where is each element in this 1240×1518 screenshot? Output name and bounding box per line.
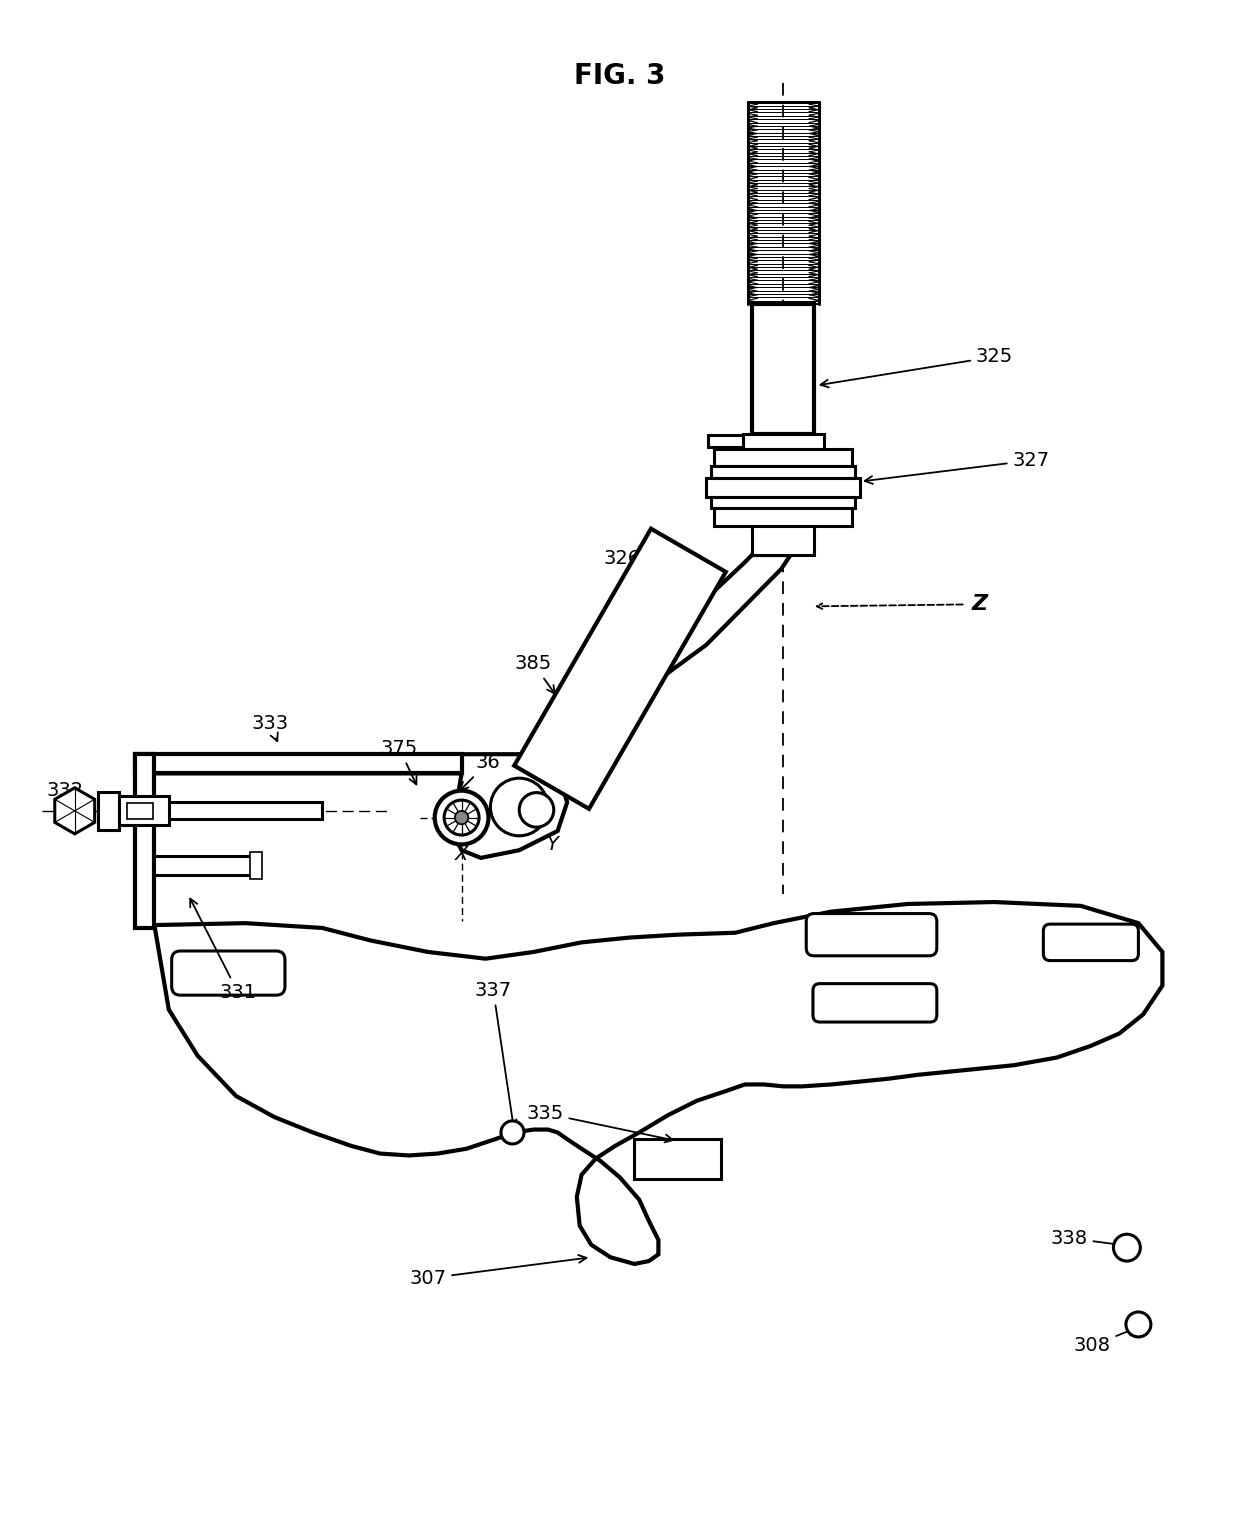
Circle shape [455, 811, 469, 824]
Bar [135, 754, 461, 773]
Text: FIG. 3: FIG. 3 [574, 62, 666, 91]
Bar [712, 466, 856, 478]
FancyBboxPatch shape [1043, 924, 1138, 961]
Text: 326: 326 [604, 550, 687, 578]
Bar [714, 449, 852, 466]
Text: 308: 308 [1074, 1327, 1136, 1356]
Text: 335: 335 [527, 1104, 673, 1143]
Bar [98, 792, 119, 830]
Text: 307: 307 [409, 1255, 587, 1287]
Bar [708, 436, 743, 446]
Text: 337: 337 [475, 981, 516, 1128]
Polygon shape [135, 754, 567, 858]
Text: 375: 375 [381, 739, 418, 785]
Polygon shape [55, 788, 94, 833]
FancyBboxPatch shape [813, 984, 936, 1022]
Text: 325: 325 [821, 348, 1013, 387]
Text: 338: 338 [1050, 1228, 1122, 1248]
Polygon shape [155, 902, 1162, 1264]
Bar [714, 509, 852, 525]
Bar [119, 797, 169, 826]
Text: 332: 332 [47, 782, 95, 805]
Bar [635, 1138, 720, 1179]
Bar [250, 852, 262, 879]
FancyBboxPatch shape [806, 914, 936, 956]
Text: 385: 385 [515, 654, 554, 694]
Bar [753, 525, 813, 554]
Text: 327: 327 [864, 451, 1049, 484]
Text: 331: 331 [190, 899, 257, 1002]
Bar [155, 856, 255, 876]
Text: Y: Y [547, 835, 559, 855]
Bar [135, 754, 155, 927]
Bar [743, 434, 823, 449]
Bar [712, 496, 856, 509]
Text: 36: 36 [460, 753, 500, 791]
Circle shape [435, 791, 489, 844]
Polygon shape [572, 554, 791, 741]
Circle shape [501, 1120, 525, 1145]
Circle shape [1126, 1312, 1151, 1337]
Text: 333: 333 [250, 713, 288, 741]
Text: Z: Z [972, 595, 988, 615]
Bar [707, 478, 861, 496]
Bar [126, 803, 154, 818]
Circle shape [520, 792, 554, 827]
Bar [753, 304, 813, 434]
FancyBboxPatch shape [171, 950, 285, 996]
Circle shape [490, 779, 548, 836]
Text: X: X [455, 844, 469, 864]
Bar [155, 802, 322, 820]
Circle shape [1114, 1234, 1141, 1261]
Circle shape [444, 800, 479, 835]
Bar [515, 528, 725, 809]
